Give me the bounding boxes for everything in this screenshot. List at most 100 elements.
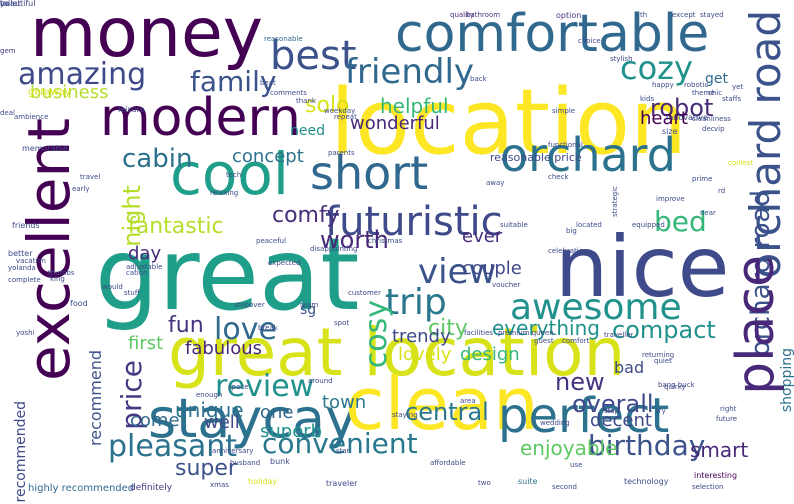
word-birthday: birthday [588, 429, 706, 462]
word-anniversary: anniversary [212, 447, 254, 455]
word-superb: superb [260, 421, 323, 442]
word-couple: couple [462, 258, 522, 279]
word-come: come [130, 410, 180, 431]
word-place: place [726, 255, 786, 395]
word-ever: ever [462, 226, 503, 247]
word-best: best [270, 33, 357, 79]
word-deal: deal [0, 109, 15, 117]
word-right: right [720, 405, 737, 413]
word-big: big [566, 227, 577, 235]
word-comfy: comfy [272, 203, 340, 228]
word-back: back [470, 75, 487, 83]
word-compact: compact [612, 316, 716, 344]
word-holiday: holiday [248, 477, 278, 486]
word-prime: prime [692, 175, 713, 183]
word-wonderful: wonderful [350, 113, 440, 134]
word-xmas: xmas [210, 481, 229, 489]
word-travel: travel [80, 173, 101, 181]
word-ambience: ambience [14, 113, 49, 121]
word-helpful: helpful [380, 94, 449, 118]
word-yoshi: yoshi [16, 329, 35, 337]
word-new: new [555, 368, 605, 396]
word-peaceful: peaceful [256, 237, 287, 245]
word-great-location: great location [168, 314, 626, 391]
word-dec: dec [702, 125, 715, 133]
word-check: check [548, 173, 569, 181]
word-overall: overall [572, 390, 654, 418]
word-bathroom: bathroom [466, 11, 501, 19]
word-location: location [330, 70, 688, 175]
word-traveler: traveler [326, 479, 358, 488]
word-premium-queen: premium queen [498, 329, 554, 337]
word-day: day [128, 243, 162, 264]
word-shopping: shopping [779, 348, 794, 413]
word-lovely: lovely [398, 344, 452, 365]
word-great: great [95, 216, 360, 333]
word-town: town [322, 392, 367, 413]
word-suite: suite [518, 477, 538, 486]
word-near: near [700, 209, 716, 217]
word-orchard: orchard [500, 128, 676, 182]
word-weekday: weekday [324, 107, 356, 115]
word-trendy: trendy [392, 326, 451, 347]
word-star: star [336, 447, 350, 455]
word-view: view [418, 252, 497, 292]
word-one: one [260, 402, 294, 423]
word-beautiful: beautiful [0, 0, 36, 8]
word-fun: fun [168, 313, 204, 338]
word-design: design [460, 344, 520, 365]
word-yo: yo [0, 0, 10, 8]
word-stayed: stayed [700, 11, 724, 19]
word-pleasant: pleasant [108, 429, 238, 464]
word-leisure: leisure [118, 105, 145, 114]
word-technology: technology [624, 477, 669, 486]
word-trip: trip [385, 282, 447, 323]
word-cool: cool [170, 140, 289, 208]
word-option: option [556, 11, 582, 20]
word-located: located [576, 221, 602, 229]
word-awesome: awesome [510, 287, 682, 328]
word-fabulous: fabulous [185, 338, 263, 359]
word-quality: quality [450, 11, 474, 19]
word-vacation: vacation [16, 257, 46, 265]
word-husband: husband [230, 459, 261, 467]
word-affordable: affordable [430, 459, 466, 467]
word-interesting: interesting [694, 471, 738, 480]
word-stuff: stuff [124, 289, 140, 297]
word-cation: cation [126, 269, 148, 277]
word-clean: clean [345, 362, 539, 446]
word-expected: expected [268, 259, 301, 267]
word-except: except [672, 11, 696, 19]
word-improve: improve [656, 195, 685, 203]
word-robotic: robotic [684, 81, 709, 89]
word-choice: choice [578, 37, 601, 45]
word-try: try [656, 407, 666, 415]
word-functional: functional [548, 141, 583, 149]
word-getaway: getaway [28, 87, 71, 98]
word-around: around [308, 377, 333, 385]
word-coolest: coolest [728, 159, 754, 167]
word-better: better [8, 249, 33, 258]
word-staycay: staycay [148, 387, 358, 450]
word-cosy: cosy [359, 300, 394, 369]
word-tech: tech [226, 171, 242, 179]
word-comfort: comfort [562, 337, 590, 345]
word-complete: complete [8, 276, 41, 284]
word-bad: bad [614, 358, 645, 377]
word-bang-buck: bang buck [658, 381, 695, 389]
word-bed: bed [654, 205, 707, 238]
word-stopover: stopover [234, 301, 265, 309]
word-parents: parents [328, 149, 355, 157]
word-would: would [102, 283, 123, 291]
word-use: use [570, 461, 583, 469]
word-well: well [204, 412, 240, 433]
word-cozy: cozy [620, 49, 693, 87]
word-futuristic: futuristic [325, 199, 503, 245]
word-theme: theme [692, 89, 715, 97]
word-size: size [662, 127, 678, 136]
word-get: get [705, 71, 728, 87]
word-spot: spot [334, 319, 350, 327]
word-city: city [428, 316, 468, 341]
word-enjoyable: enjoyable [520, 436, 618, 460]
word-amazing: amazing [18, 57, 147, 92]
